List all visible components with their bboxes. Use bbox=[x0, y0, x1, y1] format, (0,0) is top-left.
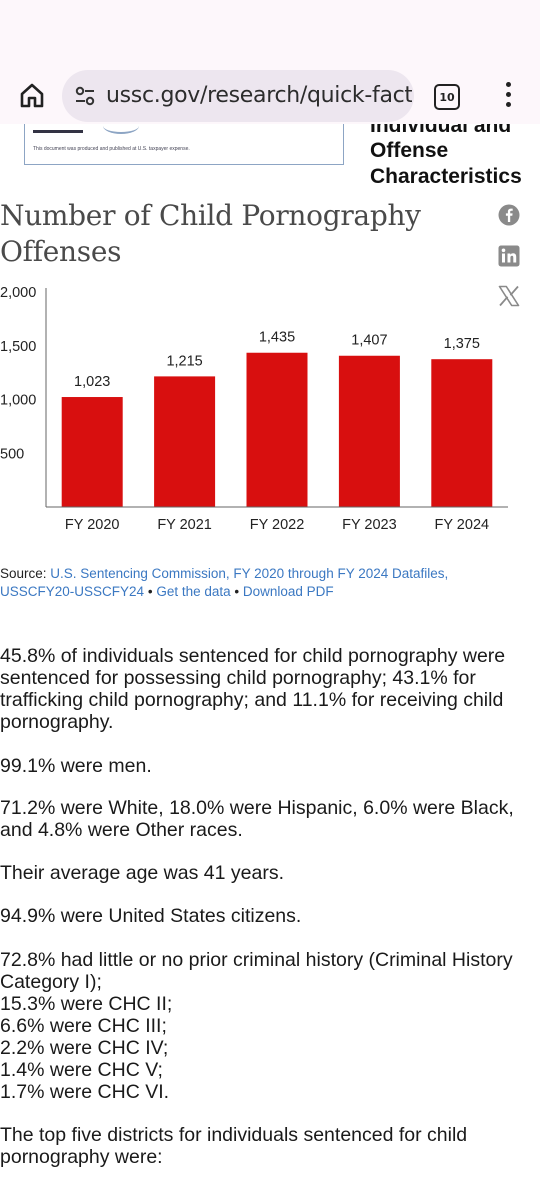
fact-criminal-history: 72.8% had little or no prior criminal hi… bbox=[0, 949, 530, 1103]
criminal-history-line: 15.3% were CHC II; bbox=[0, 993, 173, 1015]
x-tick-label: FY 2024 bbox=[435, 517, 490, 533]
bar-value-label: 1,023 bbox=[74, 374, 110, 390]
y-axis: 500 1,000 1,500 2,000 bbox=[0, 285, 36, 462]
site-settings-icon[interactable] bbox=[74, 85, 96, 107]
fact-gender: 99.1% were men. bbox=[0, 755, 152, 777]
criminal-history-line: 72.8% had little or no prior criminal hi… bbox=[0, 949, 513, 993]
chart-title-line-2: Offenses bbox=[0, 235, 122, 268]
home-icon[interactable] bbox=[19, 82, 45, 108]
y-tick-label: 2,000 bbox=[0, 285, 36, 301]
criminal-history-line: 6.6% were CHC III; bbox=[0, 1015, 167, 1037]
bar bbox=[61, 397, 123, 507]
criminal-history-line: 1.7% were CHC VI. bbox=[0, 1081, 170, 1103]
bar bbox=[154, 376, 216, 507]
separator-dot: • bbox=[234, 584, 240, 599]
chart-title: Number of Child Pornography Offenses bbox=[0, 198, 450, 270]
x-twitter-icon[interactable] bbox=[498, 285, 520, 307]
thumbnail-seal-edge bbox=[103, 124, 139, 134]
download-pdf-link[interactable]: Download PDF bbox=[242, 584, 334, 599]
side-heading-line-3: Characteristics bbox=[370, 165, 522, 188]
criminal-history-line: 1.4% were CHC V; bbox=[0, 1059, 163, 1081]
fact-offense-types: 45.8% of individuals sentenced for child… bbox=[0, 645, 506, 733]
more-menu-icon[interactable] bbox=[502, 82, 514, 110]
y-tick-label: 500 bbox=[0, 446, 24, 462]
tab-switcher-button[interactable]: 10 bbox=[434, 84, 460, 110]
fact-citizenship: 94.9% were United States citizens. bbox=[0, 905, 302, 927]
bar bbox=[338, 355, 400, 507]
source-label: Source: bbox=[0, 566, 47, 581]
bars-group bbox=[61, 352, 493, 507]
y-tick-label: 1,500 bbox=[0, 339, 36, 355]
bar-value-label: 1,407 bbox=[351, 333, 387, 349]
chart-title-line-1: Number of Child Pornography bbox=[0, 199, 421, 232]
separator-dot: • bbox=[147, 584, 153, 599]
document-thumbnail[interactable]: This document was produced and published… bbox=[24, 124, 344, 165]
thumbnail-footer-note: This document was produced and published… bbox=[33, 146, 190, 152]
browser-toolbar: ussc.gov/research/quick-facts/ 10 bbox=[0, 0, 540, 124]
x-tick-label: FY 2020 bbox=[65, 517, 120, 533]
side-heading: Individual and Offense Characteristics bbox=[370, 124, 540, 200]
thumbnail-line bbox=[33, 130, 83, 133]
fact-race: 71.2% were White, 18.0% were Hispanic, 6… bbox=[0, 797, 514, 841]
bar bbox=[246, 352, 308, 507]
fact-top-districts: The top five districts for individuals s… bbox=[0, 1124, 468, 1168]
bar-value-label: 1,435 bbox=[259, 330, 295, 346]
linkedin-icon[interactable] bbox=[498, 245, 520, 267]
chart-source: Source: U.S. Sentencing Commission, FY 2… bbox=[0, 565, 520, 601]
x-tick-label: FY 2023 bbox=[342, 517, 397, 533]
url-text[interactable]: ussc.gov/research/quick-facts/ bbox=[106, 83, 412, 108]
side-heading-line-2: Offense bbox=[370, 139, 449, 162]
source-datafiles-link[interactable]: U.S. Sentencing Commission, FY 2020 thro… bbox=[0, 566, 449, 599]
criminal-history-line: 2.2% were CHC IV; bbox=[0, 1037, 169, 1059]
x-tick-label: FY 2022 bbox=[250, 517, 305, 533]
bar-value-label: 1,215 bbox=[166, 353, 202, 369]
bar-value-label: 1,375 bbox=[444, 336, 480, 352]
address-bar[interactable]: ussc.gov/research/quick-facts/ bbox=[62, 70, 414, 122]
facebook-icon[interactable] bbox=[498, 204, 520, 226]
x-axis: FY 2020 FY 2021 FY 2022 FY 2023 FY 2024 bbox=[65, 517, 489, 533]
y-tick-label: 1,000 bbox=[0, 393, 36, 409]
value-labels-group: 1,023 1,215 1,435 1,407 1,375 bbox=[74, 330, 480, 390]
get-the-data-link[interactable]: Get the data bbox=[156, 584, 231, 599]
side-heading-line-1: Individual and bbox=[370, 124, 512, 137]
x-tick-label: FY 2021 bbox=[157, 517, 212, 533]
bar bbox=[431, 359, 493, 507]
fact-age: Their average age was 41 years. bbox=[0, 862, 284, 884]
